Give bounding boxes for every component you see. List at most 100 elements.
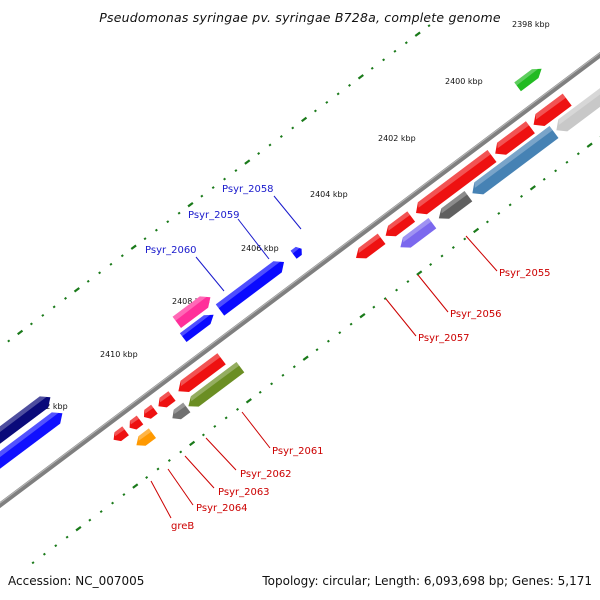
reverse-gene-red-a-highlight <box>114 426 125 437</box>
minor-tick <box>382 58 386 62</box>
major-tick <box>75 525 82 532</box>
forward-gene-navy-long[interactable] <box>0 396 51 498</box>
reverse-gene-red-i[interactable] <box>495 121 535 155</box>
reverse-gene-red-j[interactable] <box>533 93 572 126</box>
reverse-gene-olive[interactable] <box>188 362 245 407</box>
leader-psyr-2059 <box>237 218 270 260</box>
minor-tick <box>315 348 319 352</box>
minor-tick <box>98 271 102 275</box>
gene-label-psyr-2059[interactable]: Psyr_2059 <box>188 210 240 221</box>
minor-tick <box>166 220 170 224</box>
minor-tick <box>270 382 274 386</box>
scale-label: 2412 kbp <box>30 402 68 411</box>
major-tick <box>301 116 308 123</box>
reverse-gene-steelblue-highlight <box>474 126 553 188</box>
gene-label-psyr-2056[interactable]: Psyr_2056 <box>450 309 502 320</box>
minor-tick <box>313 109 317 113</box>
minor-tick <box>65 535 69 539</box>
leader-psyr-2058 <box>273 195 302 230</box>
major-tick <box>245 398 252 404</box>
reverse-gene-red-a[interactable] <box>113 426 129 442</box>
minor-tick <box>463 237 467 241</box>
minor-tick <box>179 450 183 454</box>
leader-psyr-2056 <box>417 274 449 313</box>
reverse-gene-purple[interactable] <box>400 218 437 248</box>
reverse-gene-steelblue[interactable] <box>472 126 559 195</box>
scale-label: 2410 kbp <box>100 350 138 359</box>
minor-tick <box>429 263 433 266</box>
gene-label-psyr-2063[interactable]: Psyr_2063 <box>218 487 270 498</box>
minor-tick <box>508 203 512 207</box>
leader-psyr-2064 <box>167 468 194 506</box>
minor-tick <box>520 194 524 198</box>
reverse-gene-red-e[interactable] <box>178 353 226 392</box>
forward-gene-blue-long[interactable] <box>0 412 63 514</box>
forward-gene-tiny-blue[interactable] <box>290 246 302 259</box>
gene-label-psyr-2057[interactable]: Psyr_2057 <box>418 333 470 344</box>
minor-tick <box>393 49 397 53</box>
major-tick <box>414 31 421 37</box>
reverse-gene-lightgray-highlight <box>558 88 600 125</box>
minor-tick <box>281 373 285 377</box>
leader-psyr-2062 <box>205 437 237 471</box>
scale-label: 2398 kbp <box>512 20 550 29</box>
reverse-gene-red-h[interactable] <box>416 150 497 215</box>
forward-gene-green[interactable] <box>514 68 542 92</box>
minor-tick <box>326 339 330 343</box>
forward-gene-blue-long-highlight <box>0 412 59 458</box>
gene-features <box>0 68 600 514</box>
scale-label: 2406 kbp <box>241 244 279 253</box>
reverse-gene-labels: Psyr_2055 Psyr_2056 Psyr_2057 Psyr_2061 … <box>171 268 551 532</box>
reverse-gene-orange[interactable] <box>136 428 156 446</box>
leader-psyr-2061 <box>241 411 271 449</box>
forward-gene-blue[interactable] <box>215 261 284 316</box>
minor-tick <box>383 297 387 301</box>
reverse-gene-olive-highlight <box>190 362 240 402</box>
minor-tick <box>99 510 103 514</box>
forward-gene-blue-highlight <box>215 261 281 309</box>
gene-label-psyr-2058[interactable]: Psyr_2058 <box>222 184 274 195</box>
minor-tick <box>576 152 580 156</box>
reverse-gene-lightgray[interactable] <box>556 73 600 132</box>
minor-tick <box>236 407 239 411</box>
forward-gene-small-blue[interactable] <box>179 314 214 342</box>
reverse-gene-red-f-highlight <box>358 233 381 253</box>
major-tick <box>359 312 366 319</box>
reverse-gene-red-e-highlight <box>180 353 221 387</box>
minor-tick <box>52 305 56 309</box>
gene-label-psyr-2064[interactable]: Psyr_2064 <box>196 503 248 514</box>
gene-label-psyr-2062[interactable]: Psyr_2062 <box>240 469 292 480</box>
reverse-gene-gray[interactable] <box>438 191 473 219</box>
forward-gene-tiny-blue-highlight <box>290 246 300 254</box>
reverse-gene-red-c[interactable] <box>144 404 158 419</box>
accession-text: Accession: NC_007005 <box>8 574 145 588</box>
forward-gene-navy-long-highlight <box>0 396 47 433</box>
reverse-gene-red-b-highlight <box>129 415 139 425</box>
minor-tick <box>223 177 227 181</box>
minor-tick <box>565 160 569 164</box>
minor-tick <box>451 246 455 249</box>
reverse-gene-red-i-highlight <box>497 121 530 149</box>
minor-tick <box>372 305 376 309</box>
reverse-gene-red-b[interactable] <box>129 415 144 430</box>
gene-label-greb[interactable]: greB <box>171 521 194 532</box>
minor-tick <box>404 41 408 45</box>
major-tick <box>244 159 251 165</box>
reverse-gene-red-d[interactable] <box>158 391 176 408</box>
reverse-gene-red-f[interactable] <box>356 233 386 259</box>
reverse-gene-gray-small[interactable] <box>172 402 191 420</box>
major-tick <box>473 227 480 234</box>
minor-tick <box>257 152 261 155</box>
gene-label-psyr-2060[interactable]: Psyr_2060 <box>145 245 197 256</box>
major-tick <box>302 355 309 361</box>
reverse-gene-red-g[interactable] <box>385 211 416 237</box>
minor-tick <box>485 220 489 224</box>
gene-label-psyr-2055[interactable]: Psyr_2055 <box>499 268 551 279</box>
gene-label-psyr-2061[interactable]: Psyr_2061 <box>272 446 324 457</box>
inner-tick-ring <box>31 136 600 565</box>
minor-tick <box>31 561 35 565</box>
minor-tick <box>177 211 181 215</box>
minor-tick <box>279 135 283 138</box>
forward-gene-pink[interactable] <box>172 296 211 328</box>
minor-tick <box>29 322 33 326</box>
